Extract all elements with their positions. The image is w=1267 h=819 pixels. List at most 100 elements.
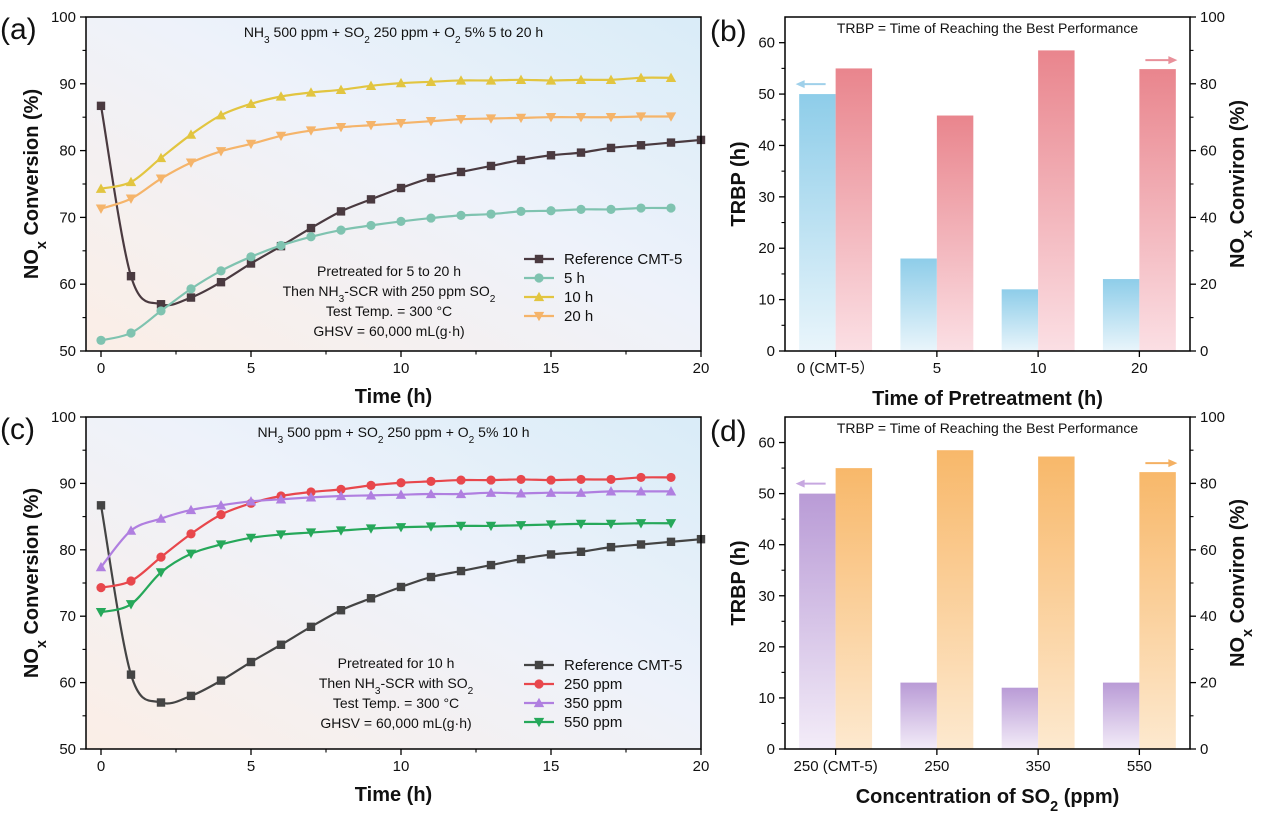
- data-point: [546, 475, 556, 485]
- data-point: [486, 209, 496, 219]
- annotation-line-part: GHSV = 60,000 mL(g·h): [320, 715, 471, 731]
- y2-tick-label: 0: [1200, 343, 1208, 360]
- data-point: [186, 529, 196, 539]
- data-point: [426, 173, 436, 183]
- data-point: [575, 519, 587, 530]
- data-point: [396, 216, 406, 227]
- right-axis-arrow-head: [1168, 56, 1178, 65]
- x-tick-label: 250: [924, 758, 949, 775]
- legend-marker: [534, 254, 544, 264]
- chart-title-part: TRBP = Time of Reaching the Best Perform…: [837, 20, 1138, 36]
- chart-title: NH3 500 ppm + SO2 250 ppm + O2 5% 5 to 2…: [244, 24, 543, 46]
- annotation-line-part: GHSV = 60,000 mL(g·h): [313, 323, 464, 339]
- annotation-line-part: Then NH: [283, 283, 339, 299]
- data-point: [516, 206, 526, 216]
- data-point: [306, 622, 316, 632]
- data-point: [96, 501, 106, 510]
- bar-trbp: [1102, 279, 1140, 351]
- panel-d-bar-chart: 250 (CMT-5) 250 350 550 0 10 20 30 40 50 60 0 20 40 60…: [710, 409, 1256, 815]
- data-point: [396, 183, 406, 193]
- panel-label: (b): [710, 15, 747, 48]
- panel-a-line-chart: NH3 500 ppm + SO2 250 ppm + O2 5% 5 to 2…: [0, 9, 709, 408]
- x-axis-title: Concentration of SO2 (ppm): [856, 786, 1120, 815]
- data-point: [365, 80, 377, 90]
- data-point: [245, 98, 257, 108]
- data-point: [425, 522, 437, 532]
- data-point: [426, 476, 436, 487]
- data-point: [336, 225, 346, 235]
- bar-nox-conversion: [1139, 472, 1176, 749]
- data-point: [395, 77, 407, 88]
- legend-item: 350 ppm: [524, 695, 622, 712]
- data-point: [366, 220, 376, 231]
- chart-title-part: 500 ppm + SO: [270, 24, 365, 40]
- legend-label: Reference CMT-5: [564, 251, 682, 268]
- y-tick-label: 70: [59, 608, 76, 625]
- data-point: [246, 657, 256, 667]
- panel-label: (d): [710, 415, 747, 448]
- annotation-line-part: Then NH: [319, 675, 375, 691]
- bar-trbp: [900, 258, 937, 351]
- y-tick-label: 30: [758, 189, 775, 206]
- chart-title-part: 250 ppm + O: [383, 424, 468, 440]
- data-point: [125, 194, 137, 204]
- y2-tick-label: 80: [1200, 475, 1217, 492]
- data-point: [666, 472, 676, 483]
- annotation-line-part: -SCR with 250 ppm SO: [344, 283, 490, 299]
- data-point: [156, 300, 166, 309]
- data-point: [545, 487, 557, 497]
- data-point: [575, 74, 587, 84]
- data-point: [486, 475, 496, 485]
- data-point: [605, 113, 617, 123]
- data-point: [366, 480, 376, 490]
- data-point: [155, 152, 167, 163]
- panel-c-line-chart: NH3 500 ppm + SO2 250 ppm + O2 5% 10 h0 5…: [0, 409, 709, 806]
- y-tick-label: 40: [758, 537, 775, 554]
- bar-trbp: [1102, 682, 1140, 749]
- data-point: [425, 117, 437, 127]
- right-axis-arrow-head: [1168, 459, 1178, 468]
- chart-title-part: 250 ppm + O: [370, 24, 455, 40]
- legend-label: 550 ppm: [564, 714, 622, 731]
- bar-trbp: [1001, 289, 1039, 351]
- chart-title-sub: 2: [469, 435, 475, 446]
- y-tick-label: 80: [59, 542, 76, 559]
- y2-axis-title-sub: x: [1240, 230, 1256, 238]
- series-2: [95, 486, 677, 572]
- annotation-line-part: -SCR with SO: [380, 675, 467, 691]
- data-point: [125, 525, 137, 535]
- y-axis-title: TRBP (h): [728, 540, 750, 625]
- data-point: [515, 521, 527, 531]
- x-axis-title: Time (h): [355, 386, 432, 408]
- data-point: [156, 552, 166, 562]
- data-point: [455, 521, 467, 532]
- data-point: [426, 213, 436, 223]
- x-axis-title-part: (ppm): [1058, 786, 1119, 808]
- y-tick-label: 50: [758, 486, 775, 503]
- legend-item: 550 ppm: [524, 714, 622, 731]
- legend-marker: [533, 311, 545, 322]
- bar-nox-conversion: [1038, 50, 1075, 352]
- legend-item: 250 ppm: [524, 676, 622, 693]
- data-point: [186, 293, 196, 302]
- data-point: [245, 139, 257, 150]
- x-tick-label: 0: [97, 758, 105, 775]
- chart-title-sub: 2: [455, 35, 461, 46]
- x-axis-title-sub: 2: [1050, 799, 1058, 815]
- data-point: [216, 676, 226, 685]
- data-point: [156, 698, 166, 707]
- data-point: [275, 494, 287, 504]
- data-point: [305, 87, 317, 97]
- y-tick-label: 60: [59, 276, 76, 293]
- data-point: [486, 560, 496, 570]
- series-1: [96, 472, 676, 593]
- chart-title: TRBP = Time of Reaching the Best Perform…: [837, 420, 1138, 436]
- y2-tick-label: 60: [1200, 143, 1217, 160]
- data-point: [275, 91, 287, 101]
- data-point: [306, 487, 316, 497]
- data-point: [305, 126, 317, 136]
- data-point: [546, 206, 556, 216]
- legend-label: 250 ppm: [564, 676, 622, 693]
- data-point: [156, 306, 166, 316]
- data-point: [605, 74, 617, 84]
